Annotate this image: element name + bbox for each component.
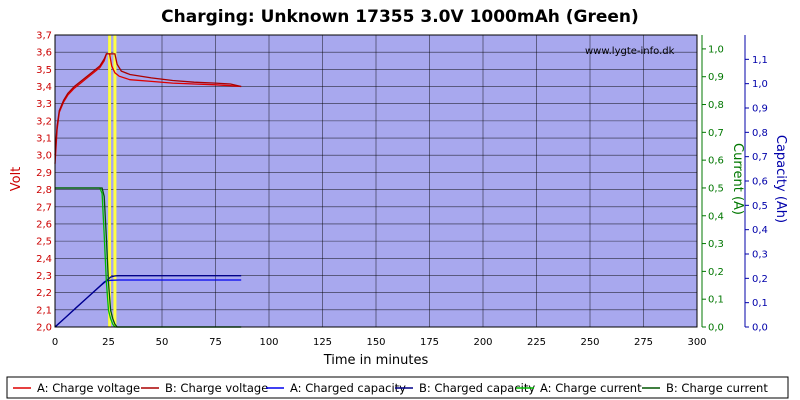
- current-tick-label: 0,1: [708, 295, 724, 306]
- current-tick-label: 0,9: [708, 72, 724, 83]
- current-tick-label: 0,6: [708, 156, 724, 167]
- legend-label: A: Charged capacity: [290, 381, 406, 395]
- current-tick-label: 0,8: [708, 100, 724, 111]
- volt-tick-label: 3,0: [36, 151, 52, 162]
- watermark: www.lygte-info.dk: [585, 46, 675, 57]
- x-tick-label: 225: [527, 337, 546, 348]
- volt-tick-label: 3,5: [36, 65, 52, 76]
- capacity-tick-label: 0,6: [752, 177, 768, 188]
- capacity-tick-label: 0,8: [752, 128, 768, 139]
- capacity-tick-label: 1,1: [752, 55, 768, 66]
- capacity-tick-label: 0,5: [752, 201, 768, 212]
- volt-tick-label: 2,8: [36, 185, 52, 196]
- volt-tick-label: 3,4: [36, 82, 52, 93]
- volt-tick-label: 2,6: [36, 219, 52, 230]
- x-axis-title: Time in minutes: [323, 353, 429, 368]
- capacity-tick-label: 0,3: [752, 250, 768, 261]
- volt-tick-label: 2,3: [36, 271, 52, 282]
- current-tick-label: 0,0: [708, 323, 724, 334]
- plot-frame: [54, 34, 698, 328]
- current-tick-label: 0,4: [708, 211, 724, 222]
- series-line: [55, 187, 242, 328]
- legend: A: Charge voltage B: Charge voltage A: Cha…: [6, 376, 789, 399]
- capacity-tick-label: 0,4: [752, 225, 768, 236]
- x-tick-label: 250: [580, 337, 599, 348]
- current-axis-title: Current (A): [730, 143, 745, 215]
- volt-tick-label: 3,1: [36, 134, 52, 145]
- x-tick-label: 25: [102, 337, 115, 348]
- x-tick-label: 150: [366, 337, 385, 348]
- current-tick-label: 0,5: [708, 183, 724, 194]
- x-tick-label: 175: [420, 337, 439, 348]
- capacity-tick-label: 0,7: [752, 152, 768, 163]
- capacity-tick-label: 1,0: [752, 79, 768, 90]
- volt-tick-label: 2,0: [36, 323, 52, 334]
- volt-tick-label: 3,3: [36, 99, 52, 110]
- x-tick-label: 50: [156, 337, 169, 348]
- series-line: [54, 53, 242, 156]
- volt-tick-label: 2,7: [36, 202, 52, 213]
- plot-area: [54, 34, 698, 328]
- x-tick-label: 200: [473, 337, 492, 348]
- x-tick-label: 125: [313, 337, 332, 348]
- volt-tick-label: 2,2: [36, 288, 52, 299]
- volt-tick-label: 3,7: [36, 31, 52, 42]
- current-tick-label: 0,3: [708, 239, 724, 250]
- capacity-axis-title: Capacity (Ah): [773, 135, 788, 223]
- current-tick-label: 0,7: [708, 128, 724, 139]
- legend-label: B: Charge voltage: [165, 381, 268, 395]
- legend-label: A: Charge current: [540, 381, 642, 395]
- current-tick-label: 1,0: [708, 44, 724, 55]
- x-axis-ticks: 0 25 50 75 100 125 150 175 200 225 250 275 300: [52, 337, 707, 348]
- current-axis-ticks: 0,0 0,1 0,2 0,3 0,4 0,5 0,6 0,7 0,8 0,9 1,0: [701, 35, 724, 334]
- x-tick-label: 0: [52, 337, 58, 348]
- capacity-tick-label: 0,2: [752, 274, 768, 285]
- x-tick-label: 100: [259, 337, 278, 348]
- chart-title: Charging: Unknown 17355 3.0V 1000mAh (Gr…: [161, 7, 639, 27]
- volt-tick-label: 2,9: [36, 168, 52, 179]
- capacity-axis-ticks: 0,0 0,1 0,2 0,3 0,4 0,5 0,6 0,7 0,8 0,9 1,0 1,1: [744, 35, 768, 334]
- volt-tick-label: 2,4: [36, 254, 52, 265]
- volt-tick-label: 2,5: [36, 237, 52, 248]
- volt-tick-label: 3,6: [36, 48, 52, 59]
- legend-label: A: Charge voltage: [37, 381, 140, 395]
- x-tick-label: 275: [634, 337, 653, 348]
- capacity-tick-label: 0,0: [752, 323, 768, 334]
- volt-tick-label: 3,2: [36, 116, 52, 127]
- legend-label: B: Charged capacity: [419, 381, 535, 395]
- capacity-tick-label: 0,9: [752, 104, 768, 115]
- series-line: [55, 187, 242, 328]
- volt-tick-label: 2,1: [36, 305, 52, 316]
- capacity-tick-label: 0,1: [752, 298, 768, 309]
- volt-axis-title: Volt: [9, 167, 24, 192]
- volt-axis-ticks: 2,0 2,1 2,2 2,3 2,4 2,5 2,6 2,7 2,8 2,9 3,0 3,1 3,2 3…: [36, 31, 52, 334]
- x-tick-label: 300: [687, 337, 706, 348]
- legend-label: B: Charge current: [666, 381, 768, 395]
- current-tick-label: 0,2: [708, 267, 724, 278]
- x-tick-label: 75: [209, 337, 222, 348]
